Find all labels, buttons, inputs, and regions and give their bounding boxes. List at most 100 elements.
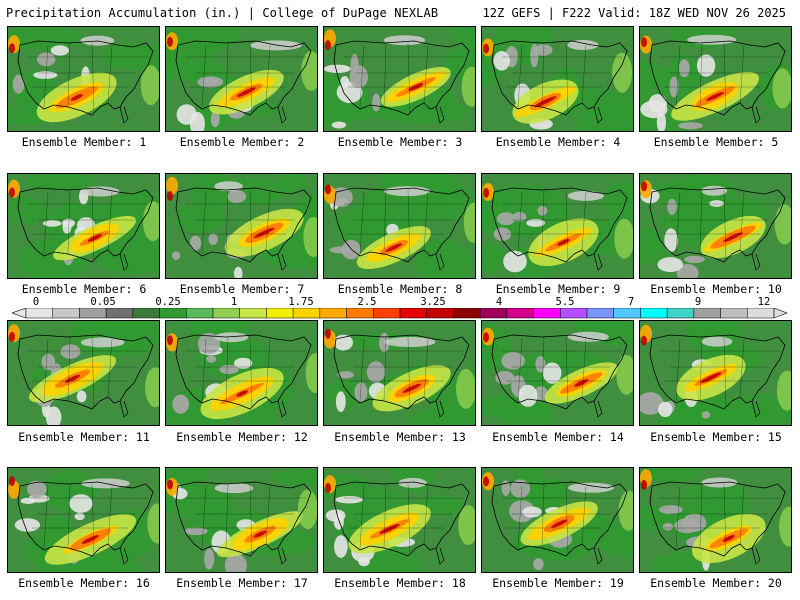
ensemble-member-label: Ensemble Member: 5 [653, 135, 779, 149]
ensemble-member-label: Ensemble Member: 15 [650, 430, 782, 444]
ensemble-member-map-panel [323, 320, 476, 426]
scale-color-swatch [346, 308, 374, 319]
precipitation-map [482, 468, 633, 572]
ensemble-member-map-panel [481, 173, 634, 279]
scale-color-swatch [453, 308, 481, 319]
ensemble-member-map-panel [323, 173, 476, 279]
ensemble-member-map-panel [7, 320, 160, 426]
scale-tick-label: 0 [32, 296, 40, 308]
scale-color-swatch [666, 308, 695, 319]
precipitation-map [166, 468, 317, 572]
scale-tick-label: 3.25 [420, 296, 446, 308]
precipitation-color-scale: 0 0.05 0.25 1 1.75 2.5 3.25 4 5.5 7 9 12 [12, 296, 788, 322]
scale-color-swatch [239, 308, 267, 319]
ensemble-member-label: Ensemble Member: 17 [176, 576, 308, 590]
map-title: Precipitation Accumulation (in.) | Colle… [6, 6, 439, 20]
precipitation-map [8, 174, 159, 278]
precipitation-map [324, 468, 475, 572]
ensemble-member-label: Ensemble Member: 4 [495, 135, 621, 149]
scale-color-swatch [747, 308, 775, 319]
ensemble-member-map-panel [639, 467, 792, 573]
scale-color-bar [12, 308, 788, 319]
ensemble-member-map-panel [165, 26, 318, 132]
ensemble-member-label: Ensemble Member: 19 [492, 576, 624, 590]
ensemble-member-label: Ensemble Member: 10 [650, 282, 782, 296]
scale-tick-label: 1 [230, 296, 238, 308]
ensemble-member-map-panel [7, 26, 160, 132]
precipitation-map [640, 27, 791, 131]
ensemble-member-label: Ensemble Member: 7 [179, 282, 305, 296]
ensemble-member-label: Ensemble Member: 18 [334, 576, 466, 590]
scale-color-swatch [426, 308, 454, 319]
ensemble-member-map-panel [481, 320, 634, 426]
ensemble-member-map-panel [639, 320, 792, 426]
precipitation-map [482, 321, 633, 425]
scale-tick-label: 0.05 [90, 296, 116, 308]
ensemble-member-map-panel [481, 26, 634, 132]
ensemble-member-label: Ensemble Member: 14 [492, 430, 624, 444]
ensemble-member-label: Ensemble Member: 11 [18, 430, 150, 444]
scale-color-swatch [693, 308, 721, 319]
precipitation-map [640, 468, 791, 572]
scale-tick-label: 1.75 [288, 296, 314, 308]
scale-color-swatch [132, 308, 160, 319]
ensemble-member-map-panel [639, 173, 792, 279]
precipitation-map [166, 27, 317, 131]
scale-color-swatch [373, 308, 401, 319]
scale-color-swatch [159, 308, 187, 319]
scale-left-arrow [12, 308, 27, 319]
scale-color-swatch [479, 308, 508, 319]
scale-tick-label: 2.5 [357, 296, 377, 308]
scale-color-swatch [292, 308, 321, 319]
scale-color-swatch [640, 308, 668, 319]
ensemble-member-label: Ensemble Member: 20 [650, 576, 782, 590]
precipitation-map [166, 321, 317, 425]
precipitation-map [482, 174, 633, 278]
ensemble-member-label: Ensemble Member: 3 [337, 135, 463, 149]
scale-tick-label: 5.5 [555, 296, 575, 308]
scale-color-swatch [613, 308, 641, 319]
precipitation-map [640, 321, 791, 425]
scale-tick-label: 0.25 [155, 296, 181, 308]
ensemble-member-label: Ensemble Member: 9 [495, 282, 621, 296]
precipitation-map [482, 27, 633, 131]
ensemble-member-label: Ensemble Member: 12 [176, 430, 308, 444]
scale-color-swatch [399, 308, 427, 319]
model-run-info: 12Z GEFS | F222 Valid: 18Z WED NOV 26 20… [482, 6, 786, 20]
scale-color-swatch [560, 308, 588, 319]
scale-color-swatch [319, 308, 347, 319]
scale-tick-label: 12 [757, 296, 771, 308]
ensemble-member-map-panel [7, 173, 160, 279]
ensemble-member-label: Ensemble Member: 2 [179, 135, 305, 149]
precipitation-map [640, 174, 791, 278]
scale-tick-label: 7 [627, 296, 635, 308]
scale-tick-label: 9 [694, 296, 702, 308]
ensemble-member-map-panel [165, 173, 318, 279]
ensemble-member-label: Ensemble Member: 16 [18, 576, 150, 590]
scale-color-swatch [586, 308, 614, 319]
scale-tick-label: 4 [495, 296, 503, 308]
ensemble-member-map-panel [481, 467, 634, 573]
scale-color-swatch [266, 308, 294, 319]
scale-color-swatch [25, 308, 53, 319]
ensemble-member-label: Ensemble Member: 8 [337, 282, 463, 296]
scale-color-swatch [533, 308, 561, 319]
scale-color-swatch [506, 308, 534, 319]
ensemble-member-map-panel [639, 26, 792, 132]
ensemble-member-map-panel [165, 320, 318, 426]
ensemble-member-label: Ensemble Member: 13 [334, 430, 466, 444]
precipitation-map [324, 174, 475, 278]
scale-color-swatch [105, 308, 134, 319]
precipitation-map [8, 468, 159, 572]
precipitation-map [324, 321, 475, 425]
precipitation-map [166, 174, 317, 278]
scale-color-swatch [186, 308, 214, 319]
precipitation-map [8, 27, 159, 131]
precipitation-map [8, 321, 159, 425]
ensemble-member-label: Ensemble Member: 6 [21, 282, 147, 296]
scale-color-swatch [79, 308, 107, 319]
ensemble-member-map-panel [7, 467, 160, 573]
ensemble-member-label: Ensemble Member: 1 [21, 135, 147, 149]
scale-color-swatch [52, 308, 80, 319]
